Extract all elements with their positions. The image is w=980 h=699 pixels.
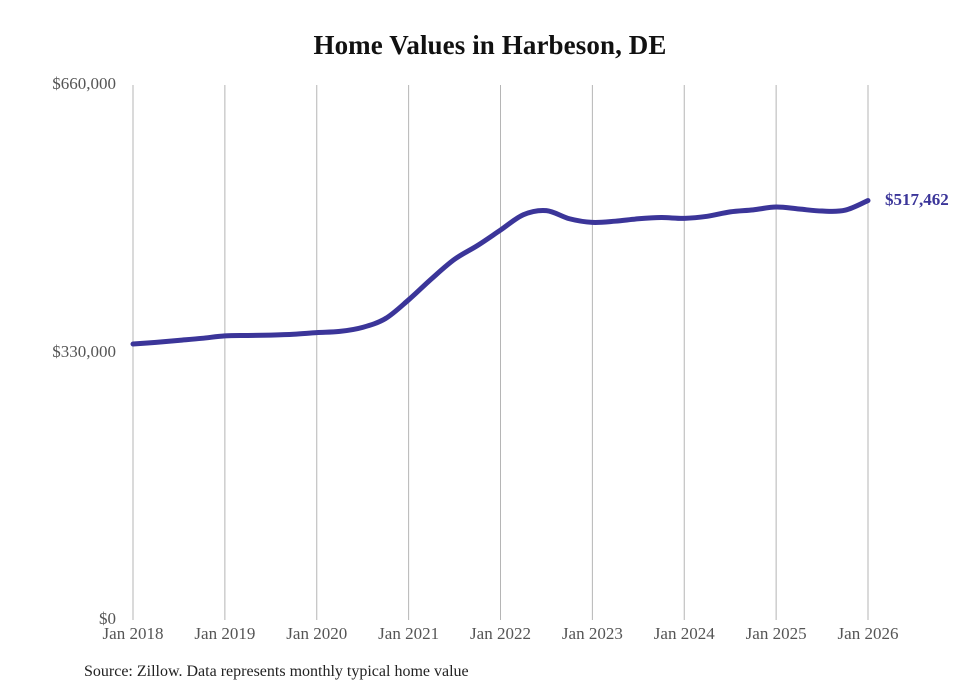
x-axis-tick-label: Jan 2022: [470, 624, 531, 643]
x-axis-tick-label: Jan 2024: [653, 624, 715, 643]
x-axis-tick-label: Jan 2023: [561, 624, 623, 643]
y-axis-tick-label: $0: [99, 609, 116, 628]
value-line: [130, 198, 871, 347]
x-axis-tick-label: Jan 2021: [378, 624, 440, 643]
gridlines: [132, 85, 869, 620]
x-axis-tick-label: Jan 2020: [286, 624, 348, 643]
chart-title: Home Values in Harbeson, DE: [313, 30, 667, 60]
x-axis-tick-label: Jan 2025: [745, 624, 807, 643]
x-axis-tick-label: Jan 2026: [837, 624, 899, 643]
end-value-annotation: $517,462: [885, 189, 949, 209]
y-axis-tick-label: $330,000: [52, 341, 116, 361]
x-axis-tick-label: Jan 2018: [102, 624, 164, 643]
source-note: Source: Zillow. Data represents monthly …: [84, 663, 469, 680]
x-axis-tick-label: Jan 2019: [194, 624, 256, 643]
y-axis-tick-label: $660,000: [52, 74, 116, 93]
value-line-group: [130, 198, 871, 347]
